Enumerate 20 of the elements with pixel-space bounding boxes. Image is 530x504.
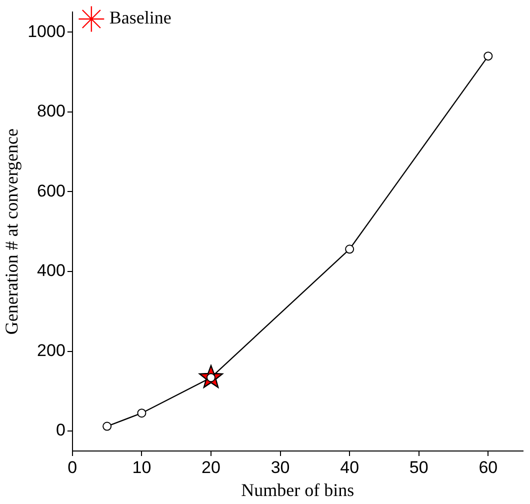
y-tick-label: 0 [56,420,66,440]
point [102,422,112,431]
x-tick-label: 30 [270,458,290,477]
point [345,244,354,254]
y-tick-label: 800 [37,102,66,121]
x-tick-label: 40 [340,458,360,477]
x-axis-title: Number of bins [241,480,354,500]
y-tick-label: 1000 [28,22,66,41]
y-tick-label: 400 [37,261,66,280]
x-tick-label: 50 [409,458,428,477]
point [484,52,493,61]
x-tick-label: 10 [132,458,152,477]
point [137,408,146,418]
x-tick-label: 60 [478,458,498,477]
y-tick-label: 200 [37,340,66,360]
y-axis-title: Generation # at convergence [2,128,22,335]
x-tick-label: 0 [68,458,78,477]
legend-label: Baseline [109,8,172,28]
x-tick-label: 20 [202,458,220,477]
y-tick-label: 600 [37,181,66,200]
